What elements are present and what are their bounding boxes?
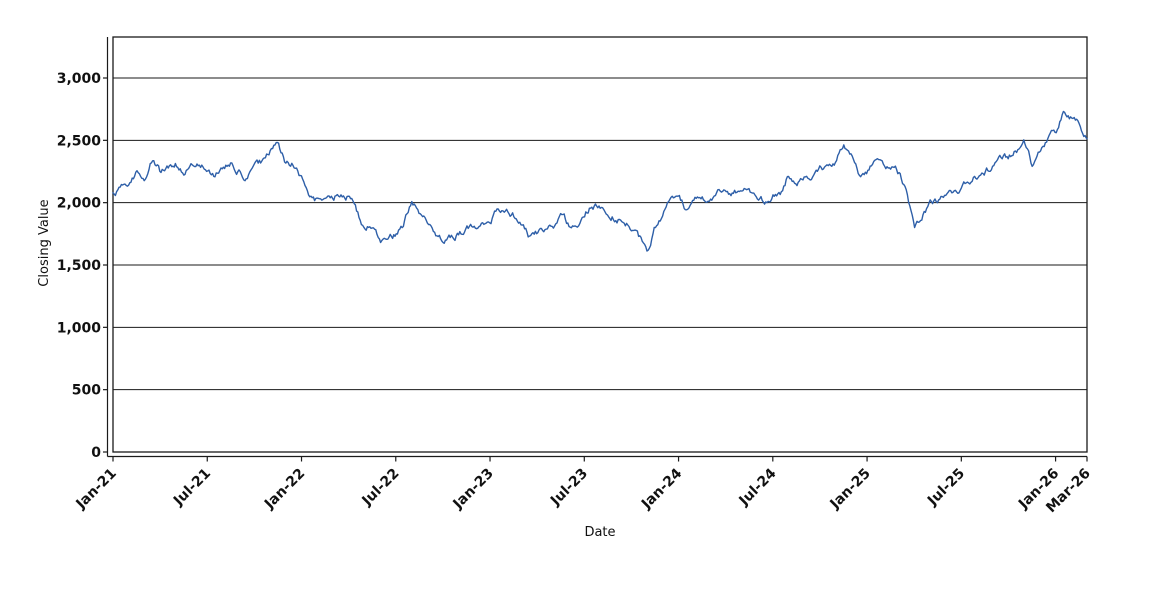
- y-tick-label: 0: [91, 445, 101, 461]
- y-tick-label: 2,500: [57, 133, 102, 149]
- plot-frame: [112, 36, 1088, 453]
- x-tick-label: Jul-25: [924, 466, 968, 510]
- x-tick-label: Jan-22: [261, 466, 308, 513]
- closing-value-series-line: [112, 110, 1088, 252]
- y-tick-label: 2,000: [57, 196, 102, 212]
- y-tick-label: 1,500: [57, 258, 102, 274]
- x-tick-label: Jan-23: [450, 466, 497, 513]
- x-tick-label: Jan-21: [73, 466, 120, 513]
- x-axis-title: Date: [584, 525, 615, 540]
- gridlines-layer: [113, 77, 1087, 391]
- y-tick-label: 1,000: [57, 320, 102, 336]
- x-tick-label: Jan-24: [638, 465, 685, 512]
- x-tick-label: Jul-22: [359, 466, 403, 510]
- y-axis-title: Closing Value: [37, 199, 52, 286]
- series-layer: [112, 110, 1088, 252]
- y-tick-label: 500: [72, 383, 101, 399]
- x-tick-label: Jul-24: [736, 465, 780, 509]
- axes-layer: 0 500 1,000 1,500 2,000 2,500 3,000 Jan-21 Jul-2…: [57, 36, 1094, 516]
- y-tick-label: 3,000: [57, 71, 102, 87]
- x-tick-label: Jul-21: [170, 466, 214, 510]
- x-tick-label: Jul-23: [547, 466, 591, 510]
- x-tick-label: Jan-25: [827, 466, 874, 513]
